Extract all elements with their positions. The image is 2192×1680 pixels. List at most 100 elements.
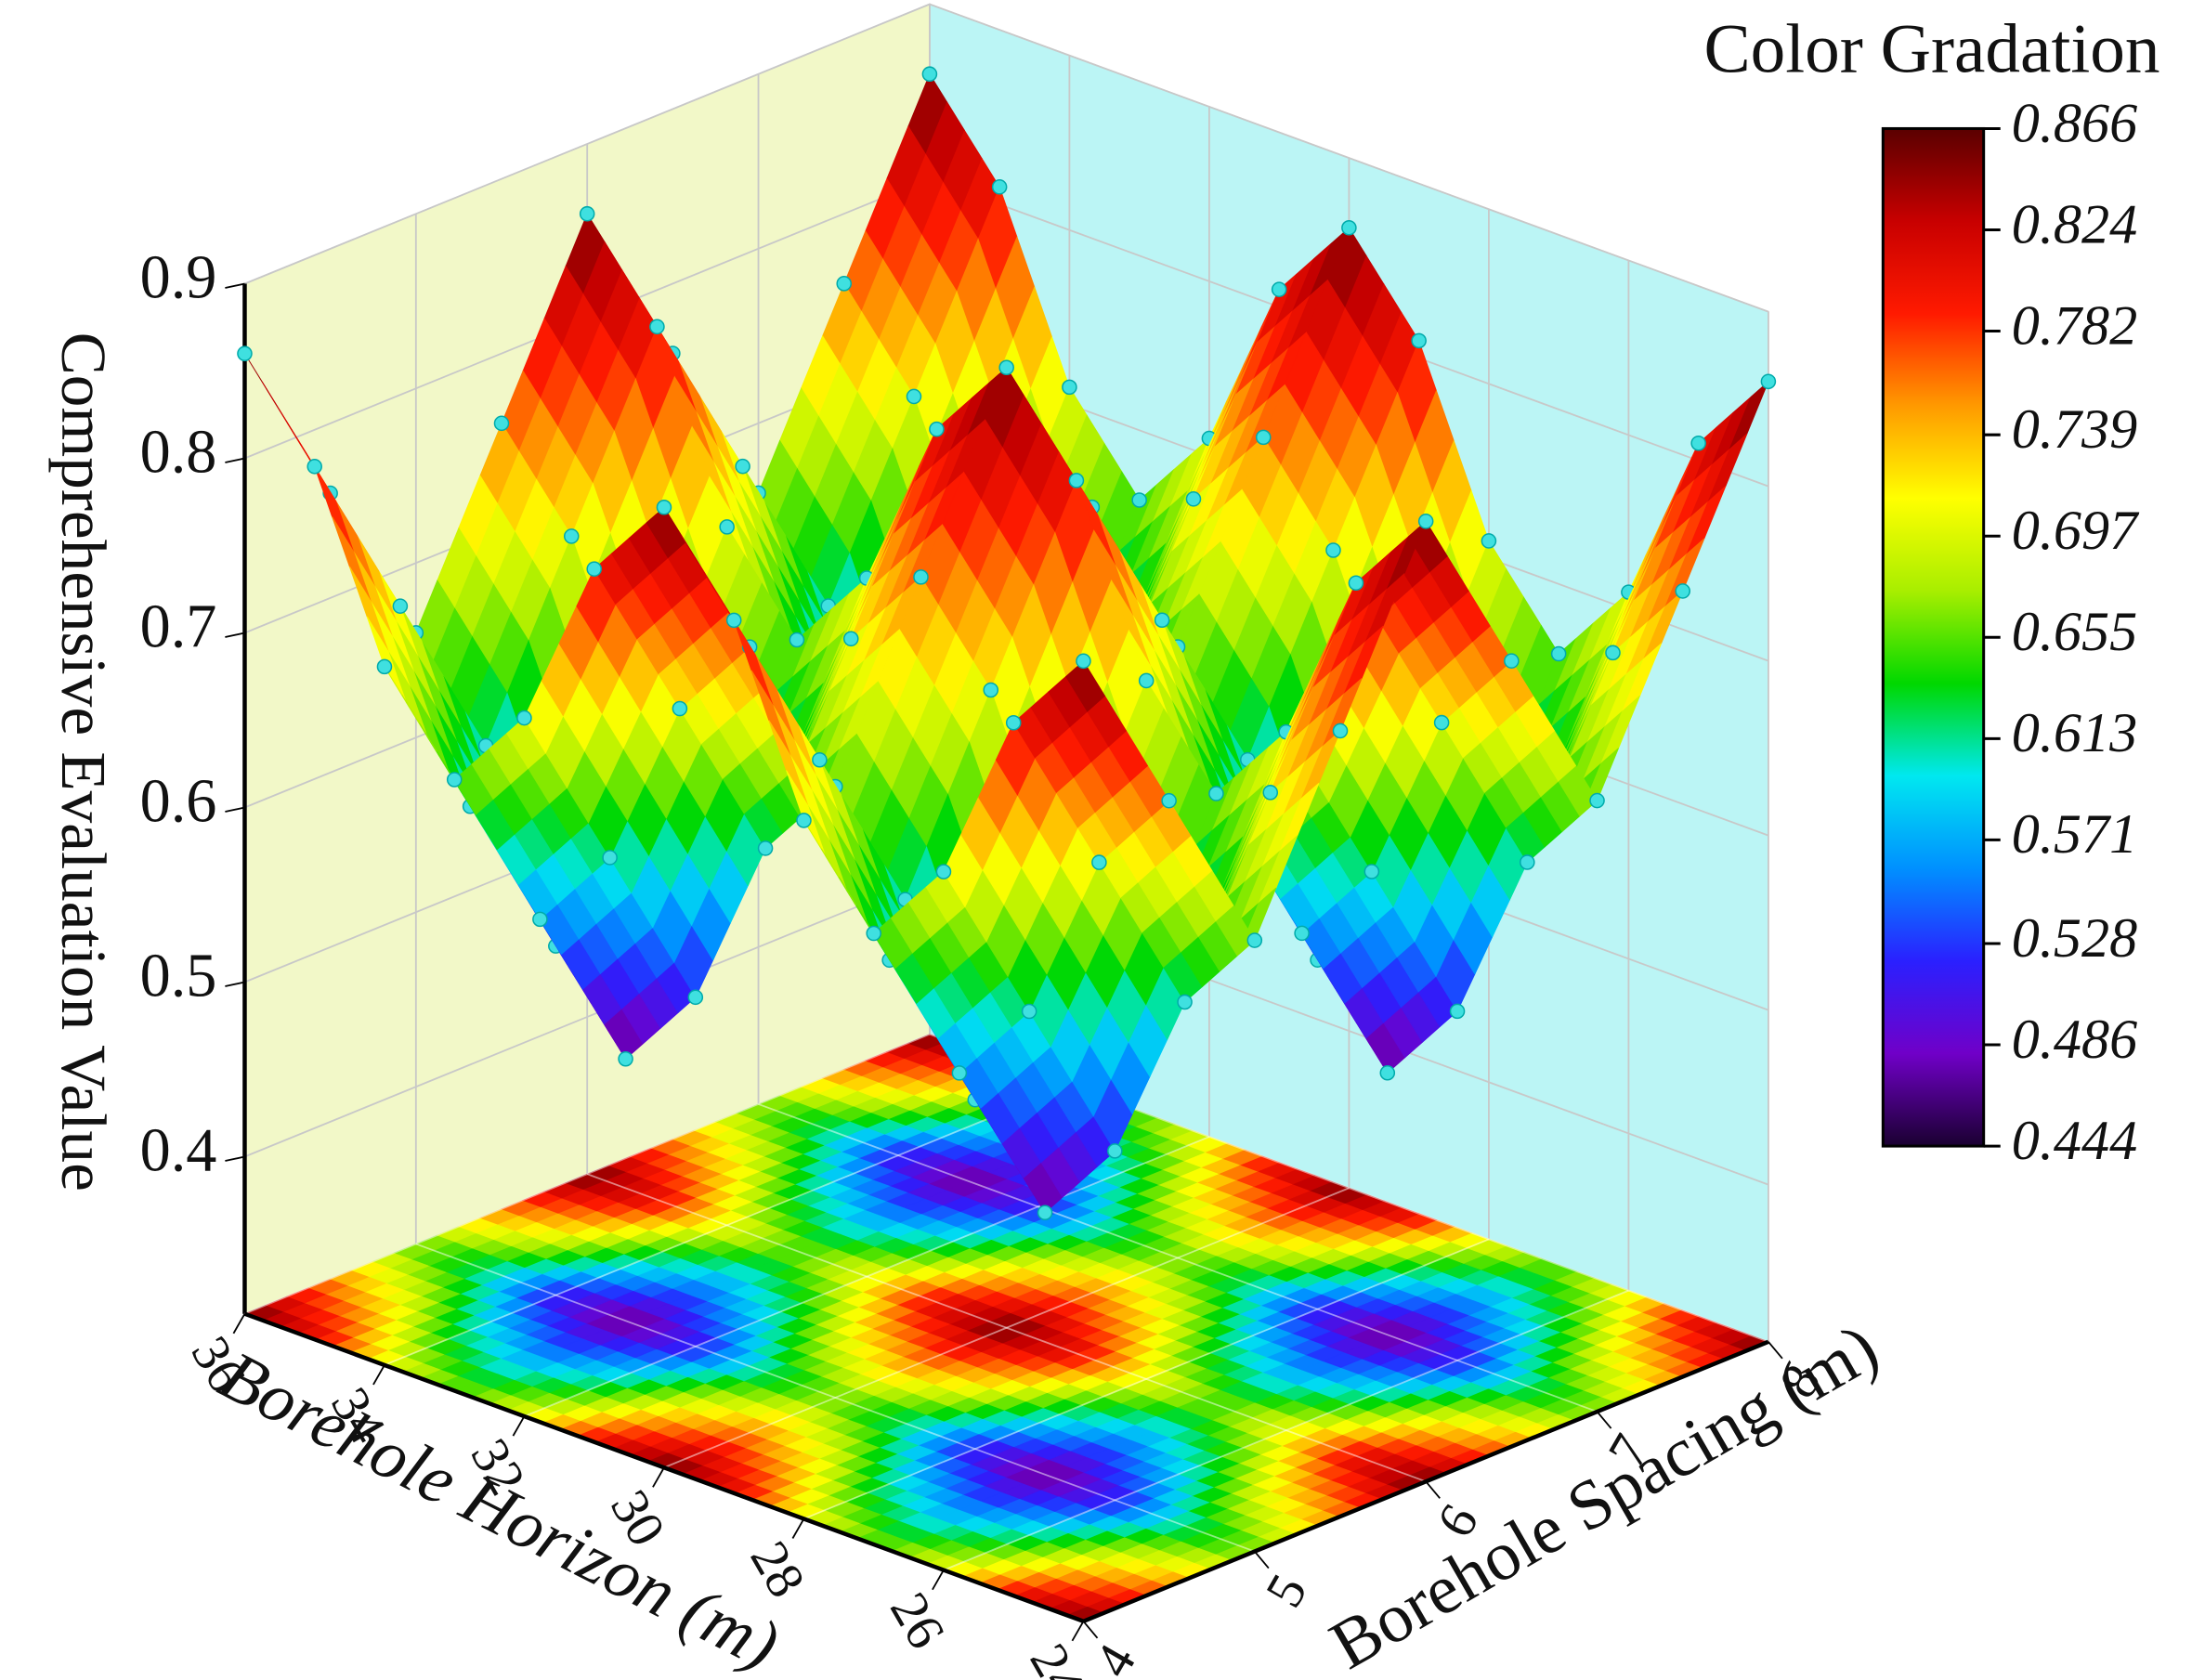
colorbar-tick-label: 0.444	[2012, 1110, 2137, 1172]
tick-mark	[225, 632, 245, 638]
data-point	[656, 499, 672, 515]
tick-mark	[652, 1466, 665, 1488]
data-point	[1481, 533, 1497, 549]
tick-mark	[1768, 1341, 1783, 1360]
tick-mark	[1596, 1411, 1612, 1429]
colorbar-tick-label: 0.613	[2012, 702, 2137, 764]
data-point	[1332, 723, 1349, 739]
z-tick-label: 0.5	[140, 943, 217, 1010]
data-point	[1208, 786, 1224, 801]
data-point	[1068, 473, 1085, 488]
colorbar-title: Color Gradation	[1703, 10, 2159, 87]
colorbar-tick-label: 0.571	[2012, 803, 2137, 866]
colorbar-tick-label: 0.866	[2012, 92, 2137, 154]
z-axis-title: Comprehensive Evaluation Value	[48, 332, 120, 1192]
data-point	[1091, 854, 1107, 870]
data-point	[842, 631, 859, 647]
data-point	[1037, 1205, 1053, 1221]
tick-mark	[1425, 1480, 1441, 1499]
data-point	[307, 459, 322, 475]
data-point	[563, 528, 580, 544]
data-point	[789, 632, 805, 648]
colorbar-tick-label: 0.655	[2012, 601, 2137, 663]
data-point	[1177, 994, 1193, 1010]
colorbar-tick-label: 0.528	[2012, 907, 2137, 970]
tick-mark	[1071, 1621, 1085, 1642]
data-point	[493, 415, 510, 432]
data-point	[735, 458, 750, 475]
data-point	[913, 569, 929, 585]
data-point	[1255, 429, 1272, 446]
data-point	[672, 700, 688, 717]
tick-mark	[1082, 1621, 1099, 1639]
data-point	[446, 772, 463, 788]
y-tick-label: 4	[1084, 1634, 1148, 1680]
data-point	[929, 421, 945, 437]
data-point	[725, 612, 742, 629]
data-point	[812, 751, 828, 768]
colorbar-tick-label: 0.697	[2012, 500, 2140, 562]
data-point	[1185, 491, 1202, 507]
data-point	[796, 813, 812, 828]
data-point	[1271, 281, 1287, 297]
colorbar-tick-label: 0.782	[2012, 294, 2137, 357]
colorbar	[1881, 126, 1986, 1148]
z-tick-label: 0.4	[140, 1117, 217, 1185]
data-point	[1589, 792, 1605, 809]
colorbar-tick-label: 0.824	[2012, 193, 2137, 255]
data-point	[1161, 792, 1177, 809]
data-point	[392, 598, 409, 614]
x-tick-label: 26	[879, 1583, 956, 1659]
data-point	[906, 388, 922, 405]
data-point	[921, 66, 938, 82]
data-point	[1294, 925, 1310, 942]
data-point	[687, 989, 704, 1006]
data-point	[757, 840, 774, 856]
tick-mark	[225, 1155, 245, 1162]
data-point	[1520, 854, 1535, 870]
data-point	[237, 345, 253, 361]
data-point	[866, 925, 881, 942]
data-point	[1449, 1003, 1466, 1020]
colorbar-tick-label: 0.486	[2012, 1009, 2137, 1071]
data-point	[1262, 785, 1279, 801]
data-point	[579, 205, 595, 222]
data-point	[1379, 1064, 1396, 1081]
data-point	[836, 276, 853, 292]
floor-grid-line	[758, 1103, 1598, 1413]
data-point	[1605, 645, 1621, 661]
colorbar-tick-label: 0.739	[2012, 398, 2137, 461]
data-point	[1433, 714, 1450, 731]
y-tick-label: 5	[1255, 1565, 1319, 1617]
floor-grid-line	[586, 1173, 1427, 1483]
data-point	[719, 519, 735, 535]
z-tick-label: 0.6	[140, 768, 217, 836]
data-point	[516, 710, 532, 726]
data-point	[586, 561, 602, 577]
tick-mark	[225, 806, 245, 813]
data-point	[1138, 672, 1155, 689]
data-point	[998, 359, 1014, 376]
data-point	[1411, 332, 1427, 349]
y-axis	[1082, 1339, 1769, 1623]
data-point	[602, 850, 618, 866]
data-point	[1341, 219, 1357, 236]
data-point	[618, 1050, 633, 1067]
data-point	[1504, 653, 1520, 669]
tick-mark	[1254, 1550, 1270, 1569]
data-point	[991, 179, 1008, 195]
data-point	[1062, 379, 1077, 396]
data-point	[1760, 373, 1777, 390]
data-point	[1417, 514, 1434, 529]
tick-mark	[225, 981, 245, 987]
data-point	[1363, 864, 1380, 879]
data-point	[1675, 583, 1690, 599]
data-point	[1076, 653, 1091, 670]
data-point	[532, 911, 548, 928]
data-point	[951, 1065, 968, 1081]
data-point	[1005, 714, 1022, 731]
surface-patch	[1065, 660, 1106, 712]
tick-mark	[372, 1364, 385, 1386]
tick-mark	[791, 1517, 805, 1539]
